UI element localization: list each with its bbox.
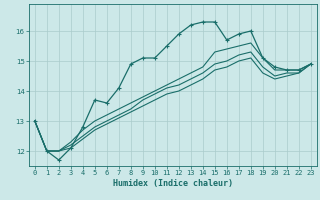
X-axis label: Humidex (Indice chaleur): Humidex (Indice chaleur) bbox=[113, 179, 233, 188]
